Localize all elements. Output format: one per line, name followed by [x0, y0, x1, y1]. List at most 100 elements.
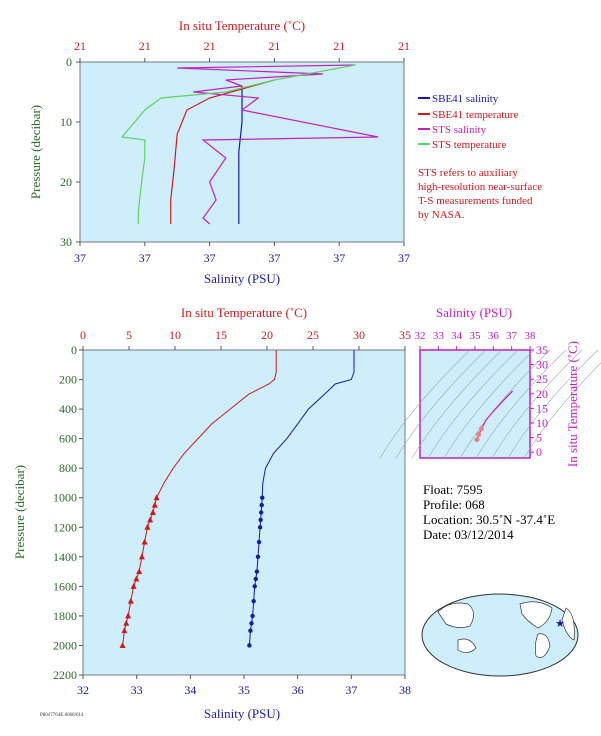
top-temp-tick-label: 21 — [204, 39, 216, 53]
top-temp-tick-label: 21 — [74, 39, 86, 53]
temperature-marker — [147, 516, 154, 523]
bottom-pressure-tick-label: 1800 — [53, 609, 77, 623]
note-line-3: T-S measurements funded — [418, 195, 533, 207]
bottom-pressure-tick-label: 1000 — [53, 491, 77, 505]
date: Date: 03/12/2014 — [423, 527, 514, 542]
bottom-sal-tick-label: 36 — [292, 683, 304, 697]
ts-temp-tick-label: 10 — [536, 416, 548, 430]
temperature-marker — [119, 641, 126, 648]
bottom-pressure-tick-label: 400 — [59, 402, 77, 416]
ts-plot-area — [419, 349, 531, 459]
bottom-plot-area — [82, 349, 406, 676]
temperature-marker — [138, 553, 145, 560]
ts-series-group — [474, 390, 514, 443]
salinity-marker — [257, 525, 263, 530]
top-pressure-tick-label: 10 — [60, 115, 72, 129]
salinity-marker — [250, 613, 255, 619]
temperature-marker — [133, 575, 140, 582]
temperature-marker — [121, 627, 128, 634]
legend-sts-temperature: STS temperature — [432, 139, 506, 151]
map-landmass-south-america — [534, 633, 551, 658]
ts-temp-tick-label: 25 — [536, 372, 548, 386]
ts-panel: Salinity (PSU) 32 33 34 35 36 37 38 0510152025… — [379, 305, 601, 467]
density-contour — [443, 349, 535, 459]
salinity-marker — [255, 554, 261, 560]
salinity-marker — [258, 517, 263, 523]
bottom-pressure-tick-label: 1200 — [53, 520, 77, 534]
bottom-temp-tick-label: 0 — [80, 328, 86, 342]
top-sal-tick-label: 37 — [268, 251, 280, 265]
world-map: ★ — [421, 593, 579, 677]
bottom-pressure-tick-label: 2000 — [53, 638, 77, 652]
ts-sal-tick-label: 38 — [525, 330, 537, 342]
top-sal-axis-title: Salinity (PSU) — [204, 271, 280, 286]
profile-number: Profile: 068 — [423, 497, 485, 512]
salinity-marker — [258, 510, 264, 515]
top-sal-tick-label: 37 — [398, 251, 410, 265]
bottom-temp-tick-label: 10 — [169, 328, 181, 342]
ts-deep-point — [478, 426, 484, 432]
salinity-marker — [259, 502, 264, 508]
top-series-line — [170, 79, 275, 224]
bottom-temp-tick-label: 35 — [399, 328, 411, 342]
top-pressure-tick-label: 0 — [66, 55, 72, 69]
legend-sts-salinity: STS salinity — [432, 124, 487, 136]
top-temp-tick-label: 21 — [139, 39, 151, 53]
bottom-temp-axis-title: In situ Temperature (˚C) — [181, 305, 307, 320]
bottom-sal-tick-label: 37 — [345, 683, 357, 697]
bottom-pressure-tick-labels: 0 200 400 600 800 1000 1200 1400 1600 1800 2000 220… — [53, 343, 83, 682]
bottom-pressure-tick-label: 1400 — [53, 550, 77, 564]
salinity-marker — [253, 576, 259, 582]
bottom-series-line — [248, 350, 355, 646]
bottom-sal-tick-label: 32 — [77, 683, 89, 697]
density-contour — [507, 349, 599, 459]
top-series-line — [238, 86, 243, 224]
temperature-marker — [151, 501, 158, 508]
density-contour — [523, 362, 601, 459]
top-temp-axis-title: In situ Temperature (˚C) — [179, 18, 305, 33]
bottom-sal-tick-label: 35 — [238, 683, 250, 697]
note-line-1: STS refers to auxiliary — [418, 167, 518, 179]
ts-temp-tick-label: 5 — [536, 431, 542, 445]
temperature-marker — [144, 523, 151, 530]
salinity-marker — [260, 495, 265, 500]
salinity-marker — [251, 598, 256, 604]
ts-sal-tick-label: 37 — [506, 330, 518, 342]
bottom-pressure-tick-label: 2200 — [53, 668, 77, 682]
bottom-pressure-axis-title: Pressure (decibar) — [12, 465, 27, 559]
ts-sal-axis-title: Salinity (PSU) — [436, 305, 512, 320]
map-landmass-australia — [457, 638, 477, 653]
top-sal-tick-label: 37 — [139, 251, 151, 265]
top-temp-tick-label: 21 — [333, 39, 345, 53]
bottom-panel: In situ Temperature (˚C) 0 5 10 15 20 25 30 35 … — [12, 305, 411, 721]
bottom-temp-tick-label: 5 — [126, 328, 132, 342]
bottom-temp-tick-label: 15 — [215, 328, 227, 342]
density-contour — [491, 349, 583, 459]
bottom-sal-axis-title: Salinity (PSU) — [204, 706, 280, 721]
float-location-star-icon: ★ — [555, 618, 565, 630]
legend: SBE41 salinity SBE41 temperature STS sal… — [418, 93, 542, 221]
bottom-pressure-tick-label: 0 — [71, 343, 77, 357]
top-temp-tick-labels: 21 21 21 21 21 21 — [74, 39, 410, 62]
salinity-marker — [254, 569, 260, 574]
temperature-marker — [123, 619, 130, 626]
top-panel: In situ Temperature (˚C) 21 21 21 21 21 21 37… — [28, 18, 410, 286]
note-line-4: by NASA. — [418, 209, 465, 221]
location: Location: 30.5˚N -37.4˚E — [423, 512, 555, 527]
ts-sal-tick-labels: 32 33 34 35 36 37 38 — [415, 330, 537, 350]
density-contour — [411, 349, 503, 459]
top-pressure-tick-label: 20 — [60, 175, 72, 189]
bottom-pressure-tick-label: 1600 — [53, 579, 77, 593]
ts-temp-tick-label: 35 — [536, 343, 548, 357]
top-pressure-tick-label: 30 — [60, 235, 72, 249]
salinity-marker — [248, 628, 253, 633]
map-landmass-africa-europe — [561, 607, 575, 641]
bottom-temp-tick-label: 30 — [353, 328, 365, 342]
ts-temp-tick-label: 0 — [536, 445, 542, 459]
temperature-marker — [125, 612, 132, 619]
bottom-series-group — [119, 350, 355, 648]
ts-deep-point — [476, 432, 482, 438]
note-line-2: high-resolution near-surface — [418, 181, 542, 193]
map-landmass-asia — [437, 602, 474, 628]
